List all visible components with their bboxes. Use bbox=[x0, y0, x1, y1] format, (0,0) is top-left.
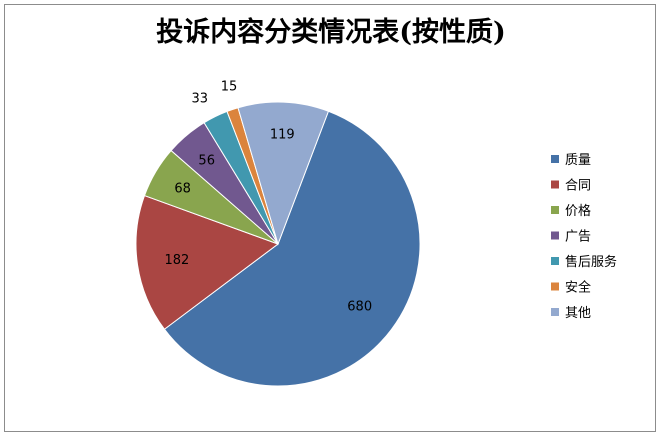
legend-label-其他: 其他 bbox=[565, 306, 591, 321]
legend-label-合同: 合同 bbox=[565, 179, 591, 194]
data-label-售后服务: 33 bbox=[192, 91, 209, 106]
data-label-质量: 680 bbox=[347, 300, 372, 315]
legend-swatch-合同 bbox=[551, 180, 559, 189]
chart-title: 投诉内容分类情况表(按性质) bbox=[156, 17, 506, 48]
legend-label-广告: 广告 bbox=[565, 230, 591, 245]
legend-label-价格: 价格 bbox=[565, 203, 591, 219]
pie-slice-合同 bbox=[135, 194, 280, 330]
legend-swatch-其他 bbox=[551, 308, 559, 316]
data-label-价格: 68 bbox=[174, 182, 191, 197]
legend-swatch-质量 bbox=[551, 155, 559, 163]
pie-slice-其他 bbox=[237, 101, 330, 246]
legend-swatch-价格 bbox=[551, 206, 559, 214]
legend-swatch-售后服务 bbox=[551, 257, 559, 265]
data-label-广告: 56 bbox=[198, 153, 215, 168]
legend-swatch-安全 bbox=[551, 282, 559, 291]
legend-label-安全: 安全 bbox=[565, 280, 591, 296]
legend-label-售后服务: 售后服务 bbox=[565, 254, 617, 270]
data-label-其他: 119 bbox=[270, 127, 295, 142]
legend-label-质量: 质量 bbox=[565, 153, 591, 168]
data-label-安全: 15 bbox=[221, 79, 238, 94]
legend-swatch-广告 bbox=[551, 231, 559, 240]
data-label-合同: 182 bbox=[164, 253, 189, 268]
pie-slice-质量 bbox=[163, 110, 421, 387]
